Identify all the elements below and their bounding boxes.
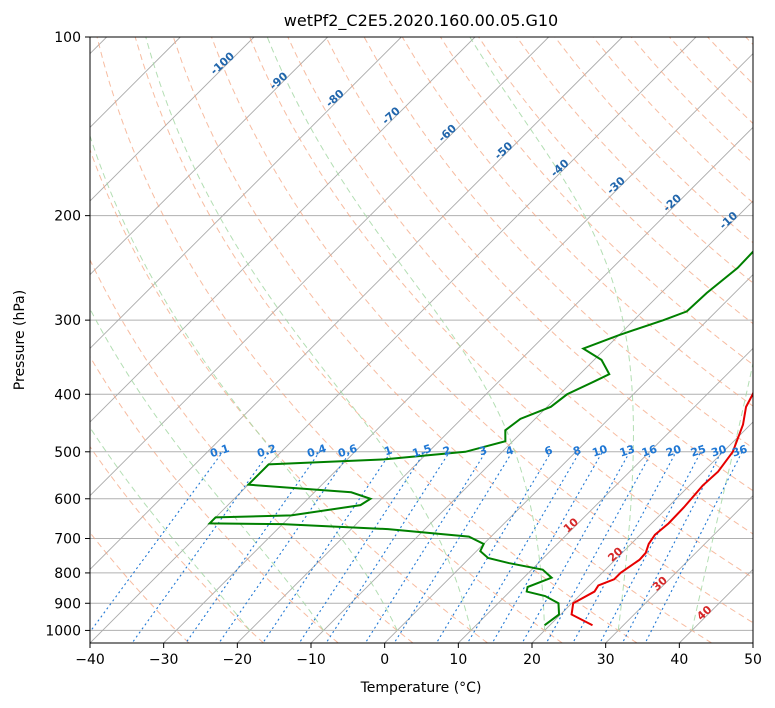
mixing-ratio-label: 0.1: [208, 442, 231, 460]
mixing-ratio-line: [545, 451, 653, 643]
y-tick-label: 600: [54, 492, 81, 508]
temperature-profile: [570, 390, 753, 627]
dry-adiabat-line: [211, 37, 753, 624]
dewpoint-profile: [207, 250, 753, 627]
y-tick-label: 800: [54, 566, 81, 582]
isotherm-line: [384, 274, 753, 643]
x-tick-label: −10: [296, 652, 326, 668]
mixing-ratio-label: 0.6: [336, 442, 359, 460]
isotherm-line: [90, 37, 623, 570]
profiles: [207, 250, 753, 627]
plot-frame: [89, 36, 754, 644]
moist-adiabat-line: [691, 361, 753, 631]
isotherm-line: [237, 126, 753, 643]
y-tick-label: 500: [54, 445, 81, 461]
dry-adiabat-line: [90, 445, 264, 643]
dry-adiabat-line: [90, 258, 414, 643]
x-axis-label: Temperature (°C): [360, 680, 482, 696]
mixing-ratio-label: 16: [640, 442, 659, 459]
dry-adiabat-line: [249, 37, 753, 579]
x-tick-label: 50: [744, 652, 762, 668]
mixing-ratio-label: 1.5: [411, 442, 434, 460]
dry-adiabat-line: [325, 37, 753, 492]
mixing-ratio-label: 1: [383, 444, 394, 459]
y-tick-label: 1000: [45, 623, 81, 639]
mixing-ratio-label: 36: [730, 442, 749, 459]
dry-adiabat-line: [287, 37, 753, 535]
mixing-ratio-line: [325, 451, 451, 643]
x-tick-label: 20: [523, 652, 541, 668]
isotherm-line: [90, 37, 402, 349]
isotherm-line: [90, 37, 255, 202]
mixing-ratio-label: 3: [477, 444, 488, 459]
mixing-ratio-line: [218, 451, 351, 643]
moist-adiabat-line: [469, 37, 634, 631]
mixing-ratio-label: 30: [710, 442, 729, 459]
y-tick-label: 900: [54, 596, 81, 612]
x-tick-label: 40: [670, 652, 688, 668]
mixing-ratio-label: 13: [618, 442, 637, 459]
x-tick-label: 10: [449, 652, 467, 668]
isotherm-line: [90, 37, 697, 643]
x-tick-label: 30: [597, 652, 615, 668]
isotherm-line: [90, 37, 549, 497]
moist-adiabat-line: [266, 37, 546, 631]
mixing-ratio-label: 0.4: [305, 442, 328, 460]
mixing-ratio-line: [644, 451, 743, 643]
mixing-ratio-label: 20: [664, 442, 683, 459]
isotherm-line: [90, 37, 476, 423]
moist-adiabat-line: [90, 426, 251, 631]
mixing-ratio-line: [521, 451, 631, 643]
moist-adiabat-line: [145, 37, 472, 631]
mixing-ratio-line: [185, 451, 321, 643]
y-tick-label: 700: [54, 532, 81, 548]
background-lines: [90, 37, 753, 643]
dry-adiabat-line: [516, 37, 753, 284]
y-tick-label: 100: [54, 30, 81, 46]
y-tick-label: 400: [54, 387, 81, 403]
axes: −40 −30 −20 −10 0 10 20 30 40 5010020030040050060…: [45, 30, 762, 668]
dry-adiabat-line: [90, 355, 339, 643]
isotherm-line: [605, 495, 753, 643]
y-tick-label: 300: [54, 313, 81, 329]
mixing-ratio-label: 2: [441, 444, 452, 459]
moist-adiabat-line: [90, 307, 324, 631]
mixing-ratio-line: [298, 451, 426, 643]
x-tick-label: 0: [380, 652, 389, 668]
chart-title: wetPf2_C2E5.2020.160.00.05.G10: [284, 11, 558, 31]
isotherm-line: [90, 37, 328, 276]
mixing-ratio-line: [491, 451, 603, 643]
x-tick-label: −20: [223, 652, 253, 668]
mixing-ratio-label: 6: [543, 444, 555, 459]
moist-adiabat-line: [90, 134, 398, 631]
dry-adiabat-line: [172, 37, 712, 643]
mixing-ratio-label: 10: [591, 442, 610, 459]
mixing-ratio-line: [364, 451, 487, 643]
mixing-ratio-label: 4: [504, 444, 516, 459]
mixing-ratio-line: [262, 451, 392, 643]
x-tick-label: −40: [75, 652, 105, 668]
x-tick-label: −30: [149, 652, 179, 668]
isotherm-line: [458, 347, 753, 643]
mixing-ratio-line: [599, 451, 702, 643]
y-tick-label: 200: [54, 209, 81, 225]
dry-adiabat-line: [96, 37, 563, 643]
mixing-ratio-line: [90, 451, 224, 633]
isotherm-line: [163, 53, 753, 643]
mixing-ratio-label: 0.2: [255, 442, 278, 460]
mixing-ratio-label: 8: [571, 444, 582, 459]
mixing-ratio-label: 25: [689, 442, 708, 459]
isotherm-line: [531, 421, 753, 643]
y-axis-label: Pressure (hPa): [12, 290, 28, 390]
mixing-ratio-line: [572, 451, 677, 643]
